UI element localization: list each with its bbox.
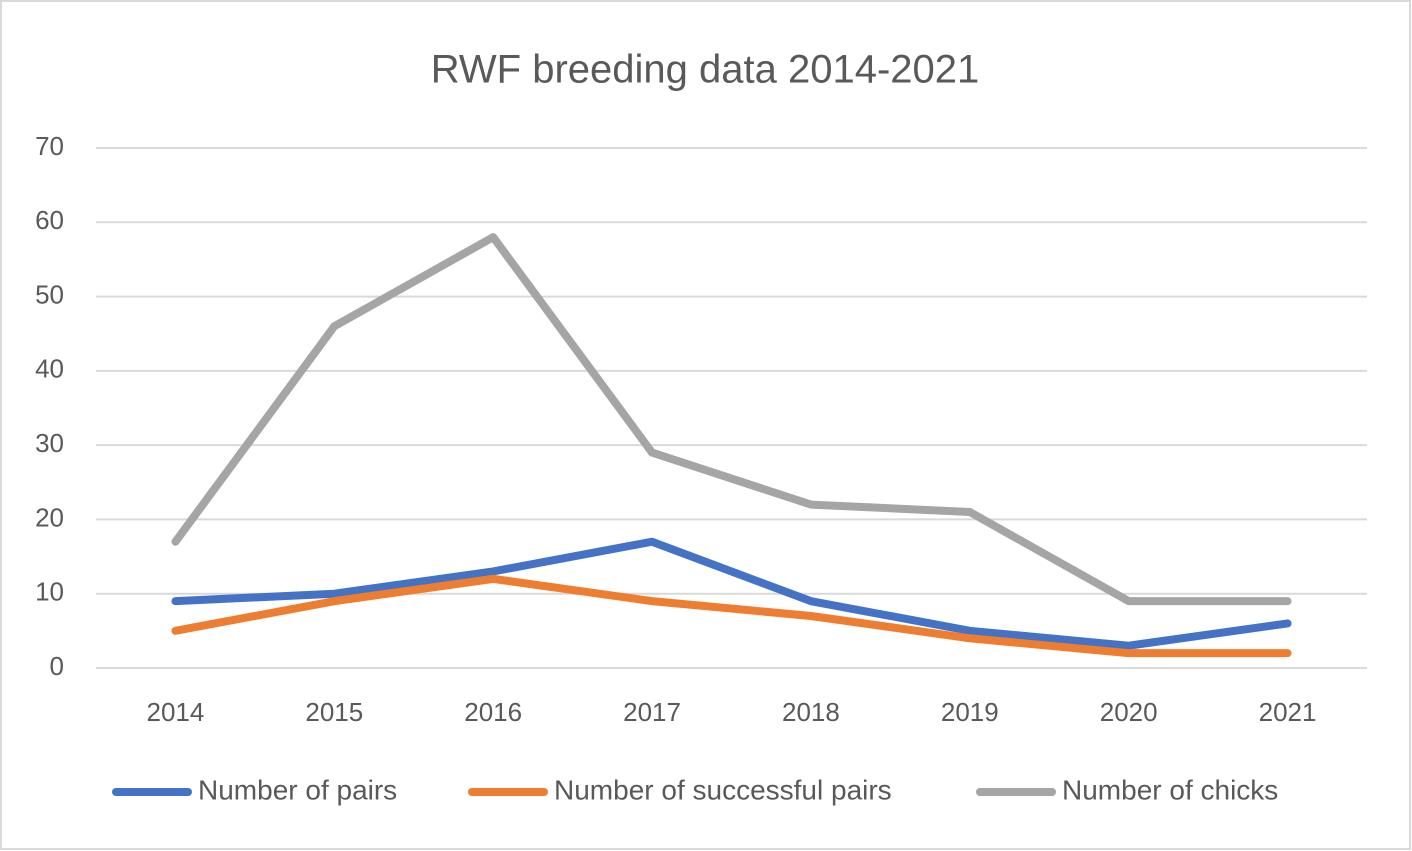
x-tick-label: 2015 — [305, 697, 363, 727]
legend-label: Number of pairs — [198, 774, 397, 805]
x-tick-label: 2016 — [464, 697, 522, 727]
legend-label: Number of successful pairs — [554, 774, 892, 805]
x-tick-label: 2020 — [1100, 697, 1158, 727]
x-tick-label: 2014 — [147, 697, 205, 727]
y-tick-label: 20 — [35, 502, 64, 532]
y-tick-label: 60 — [35, 205, 64, 235]
legend-label: Number of chicks — [1062, 774, 1278, 805]
x-tick-label: 2017 — [623, 697, 681, 727]
data-line — [171, 574, 1292, 658]
x-tick-label: 2019 — [941, 697, 999, 727]
y-tick-label: 0 — [50, 651, 64, 681]
y-tick-label: 30 — [35, 428, 64, 458]
x-tick-label: 2021 — [1259, 697, 1317, 727]
data-line — [171, 233, 1292, 606]
x-tick-label: 2018 — [782, 697, 840, 727]
y-tick-label: 50 — [35, 279, 64, 309]
y-tick-label: 10 — [35, 577, 64, 607]
data-line — [171, 537, 1292, 650]
y-tick-label: 70 — [35, 131, 64, 161]
y-tick-label: 40 — [35, 354, 64, 384]
chart-title: RWF breeding data 2014-2021 — [431, 48, 980, 92]
